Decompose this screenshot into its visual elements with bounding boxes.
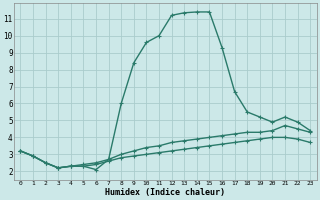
X-axis label: Humidex (Indice chaleur): Humidex (Indice chaleur): [105, 188, 225, 197]
